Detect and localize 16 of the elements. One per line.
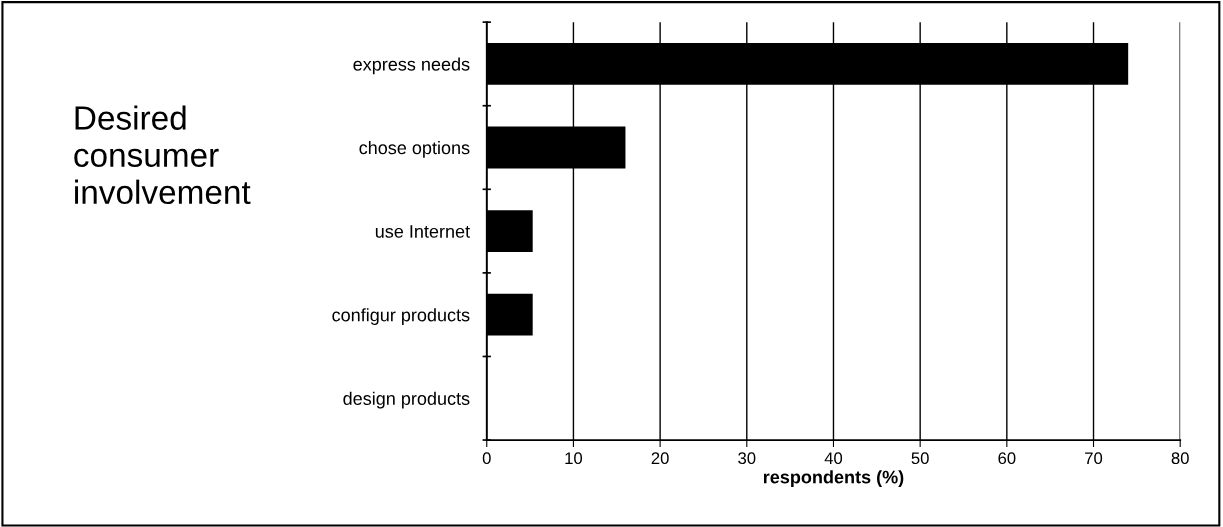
y-tick-label: use Internet — [375, 225, 470, 238]
x-tick-label: 40 — [824, 452, 843, 465]
y-tick-label: design products — [343, 391, 470, 409]
x-tick-label: 0 — [482, 452, 491, 465]
x-axis-title: respondents (%) — [763, 470, 904, 487]
x-tick-label: 80 — [1171, 452, 1189, 465]
x-tick-label: 30 — [738, 452, 756, 465]
x-tick-label: 70 — [1085, 452, 1103, 465]
x-tick-label: 60 — [998, 452, 1016, 465]
y-tick-label: chose options — [359, 140, 470, 158]
x-tick-label: 10 — [565, 452, 583, 465]
x-tick-label: 50 — [911, 452, 929, 465]
y-tick-label: configur products — [332, 308, 470, 325]
x-tick-label: 20 — [651, 452, 669, 465]
y-tick-label: express needs — [353, 57, 470, 75]
text: Desired consumer involvement — [74, 105, 251, 205]
